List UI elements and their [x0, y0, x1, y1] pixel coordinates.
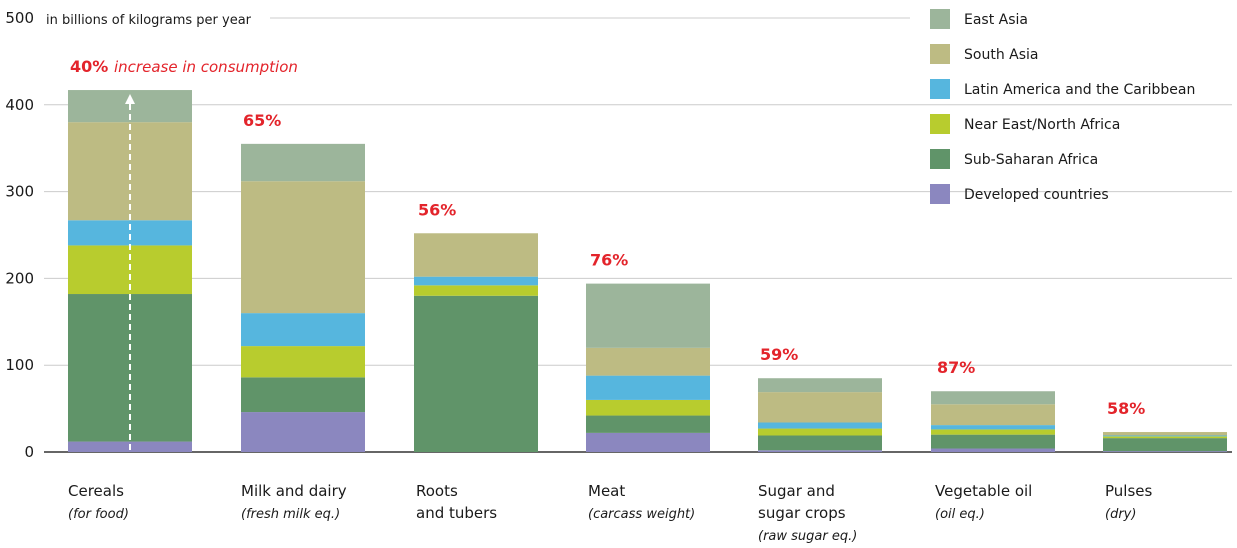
bar-segment — [1103, 436, 1227, 439]
increase-arrow-head — [125, 94, 135, 105]
bar-segment — [241, 143, 365, 182]
bar-segment — [414, 233, 538, 277]
legend-label: Sub-Saharan Africa — [964, 152, 1098, 168]
y-axis: 0 100 200 300 400 500 — [5, 9, 34, 461]
bar-segment — [586, 399, 710, 416]
increase-note: increase in consumption — [114, 58, 298, 76]
category-sublabel: (carcass weight) — [588, 507, 695, 522]
category-sublabel: (dry) — [1105, 507, 1136, 522]
bar-segment — [586, 375, 710, 400]
category-sublabel: (oil eq.) — [935, 507, 985, 522]
bar-segment — [1103, 451, 1227, 452]
y-tick-label: 400 — [5, 96, 34, 114]
category-label: Sugar and — [758, 482, 835, 500]
bar-segment — [1103, 435, 1227, 437]
increase-label: 56% — [418, 200, 456, 219]
category-label-line2: sugar crops — [758, 504, 846, 522]
bar-segment — [414, 276, 538, 286]
legend-label: Near East/North Africa — [964, 117, 1120, 133]
y-tick-label: 200 — [5, 269, 34, 287]
y-tick-label: 300 — [5, 183, 34, 201]
legend-swatch — [930, 44, 950, 64]
increase-label: 65% — [243, 111, 281, 130]
category-labels: Cereals (for food) Milk and dairy (fresh mi… — [68, 482, 1152, 544]
legend-label: Developed countries — [964, 187, 1109, 203]
bar-segment — [414, 285, 538, 296]
bar-segment — [931, 425, 1055, 430]
legend: East Asia South Asia Latin America and the… — [930, 9, 1195, 204]
bar-segment — [758, 450, 882, 452]
increase-label: 76% — [590, 251, 628, 270]
bar-segment — [241, 412, 365, 452]
category-label: Vegetable oil — [935, 482, 1032, 500]
legend-label: South Asia — [964, 47, 1038, 63]
bar-segment — [414, 295, 538, 452]
category-label: Milk and dairy — [241, 482, 347, 500]
category-label: Cereals — [68, 482, 124, 500]
bar-segment — [931, 448, 1055, 452]
bar-segment — [586, 432, 710, 452]
legend-swatch — [930, 79, 950, 99]
bar-segment — [586, 415, 710, 433]
bars — [68, 90, 1227, 452]
legend-swatch — [930, 184, 950, 204]
category-sublabel: (for food) — [68, 507, 129, 522]
category-sublabel: (raw sugar eq.) — [758, 529, 857, 544]
y-tick-label: 100 — [5, 356, 34, 374]
legend-label: East Asia — [964, 12, 1028, 28]
category-label: Roots — [416, 482, 458, 500]
bar-segment — [1103, 438, 1227, 452]
category-sublabel: (fresh milk eq.) — [241, 507, 340, 522]
bar-segment — [931, 434, 1055, 449]
bar-segment — [758, 392, 882, 423]
increase-label: 40% — [70, 57, 108, 76]
bar-segment — [758, 435, 882, 451]
y-tick-label: 500 — [5, 9, 34, 27]
category-label: Pulses — [1105, 482, 1152, 500]
bar-segment — [931, 429, 1055, 435]
increase-label: 59% — [760, 345, 798, 364]
unit-label: in billions of kilograms per year — [46, 13, 252, 28]
increase-label: 87% — [937, 358, 975, 377]
increase-label: 58% — [1107, 399, 1145, 418]
annotations: 40% 65% 56% 76% 59% 87% 58% increase in consump… — [70, 57, 1145, 450]
bar-segment — [241, 346, 365, 378]
bar-segment — [241, 377, 365, 413]
bar-segment — [931, 404, 1055, 426]
legend-swatch — [930, 9, 950, 29]
category-label-line2: and tubers — [416, 504, 497, 522]
legend-swatch — [930, 114, 950, 134]
bar-segment — [758, 428, 882, 436]
category-label: Meat — [588, 482, 625, 500]
y-tick-label: 0 — [24, 443, 34, 461]
bar-segment — [586, 283, 710, 348]
bar-segment — [241, 313, 365, 347]
bar-segment — [758, 378, 882, 393]
legend-label: Latin America and the Caribbean — [964, 82, 1195, 98]
bar-segment — [241, 181, 365, 314]
bar-segment — [1103, 432, 1227, 436]
legend-swatch — [930, 149, 950, 169]
bar-segment — [758, 422, 882, 429]
bar-segment — [586, 347, 710, 376]
bar-segment — [931, 391, 1055, 405]
